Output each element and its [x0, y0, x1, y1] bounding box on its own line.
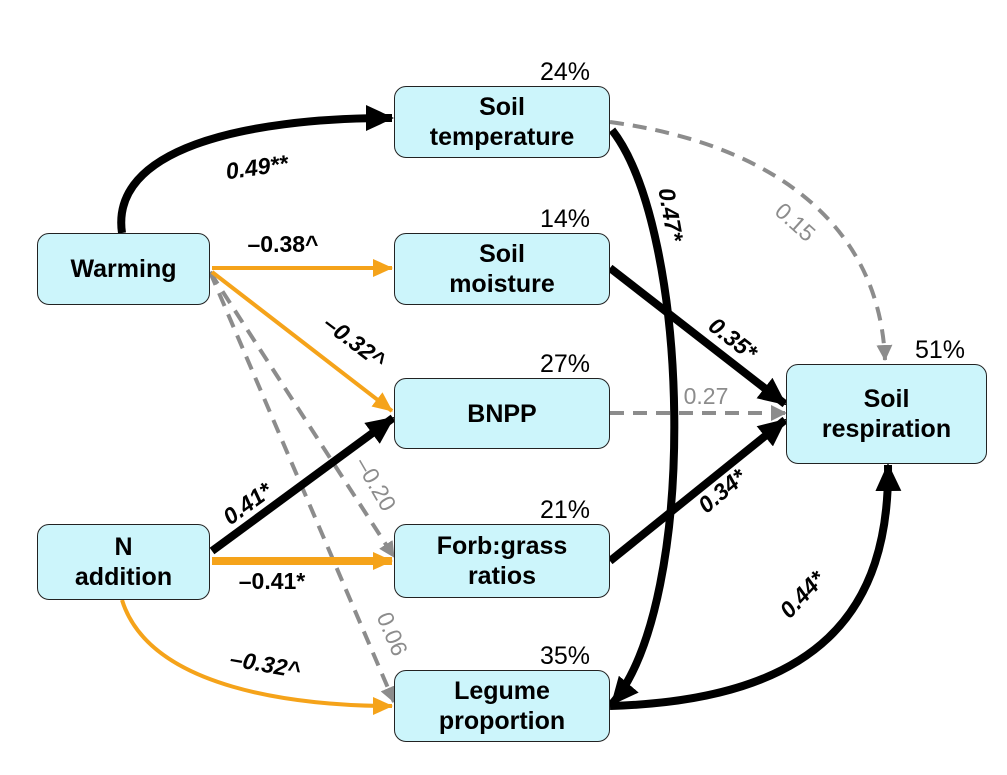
- path-warming-soiltemp: [117, 105, 394, 234]
- coef-warming-legume: 0.06: [372, 608, 413, 659]
- node-legume-proportion: Legume proportion: [394, 670, 610, 742]
- r2-bnpp: 27%: [540, 350, 591, 378]
- path-legume-soilresp: [609, 463, 902, 710]
- path-soilmoisture-soilresp: [607, 264, 788, 408]
- path-soiltemp-soilresp: [609, 120, 893, 361]
- coef-bnpp-soilresp: 0.27: [684, 383, 729, 409]
- coef-warming-soiltemp: 0.49**: [224, 150, 291, 185]
- r2-soil-temperature: 24%: [540, 58, 591, 86]
- r2-soil-respiration: 51%: [915, 336, 966, 364]
- coef-warming-forbgrass: –0.20: [350, 453, 401, 516]
- r2-soil-moisture: 14%: [540, 205, 591, 233]
- path-forbgrass-soilresp: [607, 416, 788, 565]
- coef-soiltemp-soilresp: 0.15: [770, 197, 821, 246]
- node-n-addition: N addition: [37, 524, 210, 600]
- path-naddition-bnpp: [209, 414, 396, 555]
- path-warming-bnpp: [210, 270, 394, 413]
- node-soil-temperature: Soil temperature: [394, 86, 610, 158]
- coef-naddition-forbgrass: –0.41*: [239, 568, 306, 594]
- node-soil-respiration: Soil respiration: [786, 364, 987, 464]
- path-soiltemp-legume: [608, 127, 679, 707]
- node-forb-grass-ratios: Forb:grass ratios: [394, 524, 610, 598]
- node-warming: Warming: [37, 233, 210, 305]
- node-bnpp: BNPP: [394, 378, 610, 449]
- coef-legume-soilresp: 0.44*: [774, 565, 830, 623]
- path-warming-forbgrass: [208, 270, 396, 559]
- path-naddition-legume: [120, 599, 393, 715]
- node-soil-moisture: Soil moisture: [394, 233, 610, 305]
- r2-legume-proportion: 35%: [540, 642, 591, 670]
- r2-forb-grass-ratios: 21%: [540, 496, 591, 524]
- coef-warming-soilmoisture: –0.38^: [248, 231, 319, 257]
- coef-naddition-legume: –0.32^: [228, 645, 303, 683]
- coef-soilmoisture-soilresp: 0.35*: [704, 312, 763, 366]
